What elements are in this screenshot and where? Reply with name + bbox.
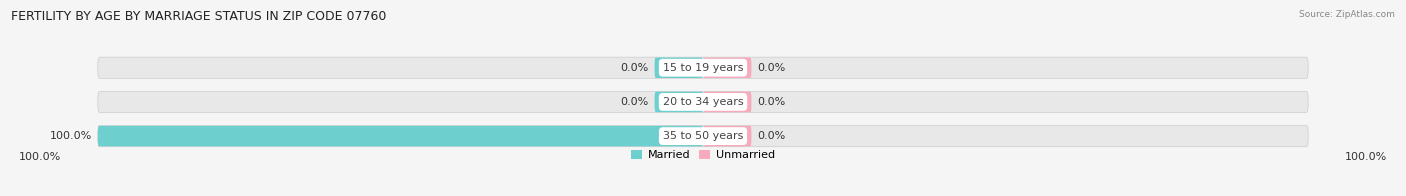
FancyBboxPatch shape bbox=[98, 57, 1308, 78]
FancyBboxPatch shape bbox=[655, 92, 703, 112]
Text: 0.0%: 0.0% bbox=[620, 97, 648, 107]
Text: 15 to 19 years: 15 to 19 years bbox=[662, 63, 744, 73]
Legend: Married, Unmarried: Married, Unmarried bbox=[627, 145, 779, 165]
Text: 0.0%: 0.0% bbox=[758, 131, 786, 141]
FancyBboxPatch shape bbox=[98, 126, 703, 146]
FancyBboxPatch shape bbox=[703, 126, 751, 146]
Text: 0.0%: 0.0% bbox=[758, 97, 786, 107]
Text: 35 to 50 years: 35 to 50 years bbox=[662, 131, 744, 141]
FancyBboxPatch shape bbox=[703, 92, 751, 112]
Text: 100.0%: 100.0% bbox=[1344, 152, 1386, 162]
FancyBboxPatch shape bbox=[98, 125, 1308, 147]
Text: 20 to 34 years: 20 to 34 years bbox=[662, 97, 744, 107]
Text: 100.0%: 100.0% bbox=[20, 152, 62, 162]
Text: FERTILITY BY AGE BY MARRIAGE STATUS IN ZIP CODE 07760: FERTILITY BY AGE BY MARRIAGE STATUS IN Z… bbox=[11, 10, 387, 23]
Text: Source: ZipAtlas.com: Source: ZipAtlas.com bbox=[1299, 10, 1395, 19]
FancyBboxPatch shape bbox=[655, 57, 703, 78]
Text: 0.0%: 0.0% bbox=[758, 63, 786, 73]
Text: 100.0%: 100.0% bbox=[49, 131, 91, 141]
Text: 0.0%: 0.0% bbox=[620, 63, 648, 73]
FancyBboxPatch shape bbox=[98, 91, 1308, 113]
FancyBboxPatch shape bbox=[703, 57, 751, 78]
